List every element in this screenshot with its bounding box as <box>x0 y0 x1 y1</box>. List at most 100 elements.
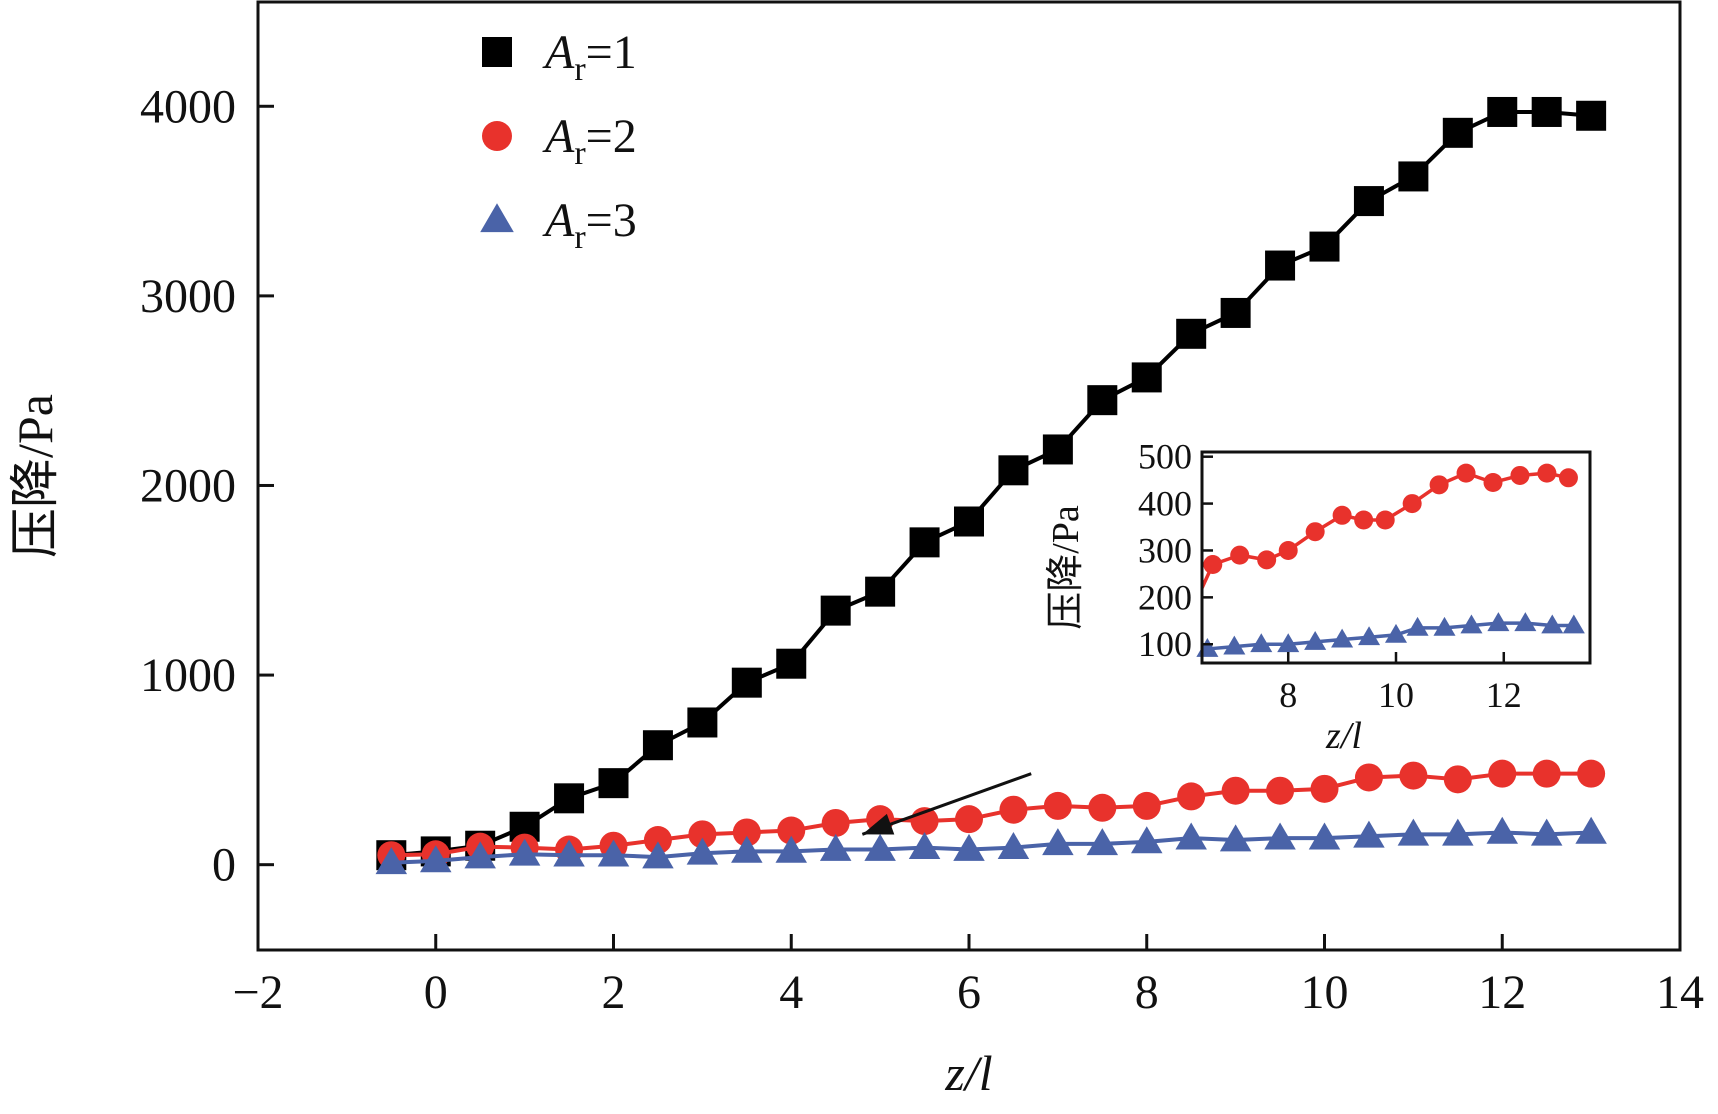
data-point-square <box>1087 385 1118 416</box>
data-point-circle <box>1443 765 1472 794</box>
main-y-axis: 0 1000 2000 3000 4000 <box>140 80 274 892</box>
inset-data-point-triangle <box>1460 614 1483 634</box>
data-point-triangle <box>1264 822 1296 850</box>
inset-y-axis-title: 压降/Pa <box>1045 505 1087 630</box>
data-point-square <box>1042 434 1073 465</box>
data-point-circle <box>1310 774 1339 803</box>
data-point-circle <box>821 808 850 837</box>
inset-data-point-circle <box>1332 505 1352 525</box>
data-point-square <box>554 783 585 814</box>
x-tick-label: 10 <box>1301 966 1349 1019</box>
inset-series-line-1 <box>1202 471 1569 589</box>
data-point-square <box>1309 231 1340 262</box>
data-point-triangle <box>1131 826 1163 854</box>
y-tick-label: 2000 <box>140 459 236 512</box>
data-point-triangle <box>1575 816 1607 844</box>
inset-data-point-triangle <box>1331 628 1354 648</box>
inset-data-point-triangle <box>1384 623 1408 643</box>
inset-x-tick-label: 12 <box>1486 675 1522 715</box>
y-tick-label: 4000 <box>140 80 236 133</box>
x-tick-label: 14 <box>1656 966 1704 1019</box>
data-point-triangle <box>420 845 452 873</box>
data-point-circle <box>1088 793 1117 822</box>
data-point-circle <box>1488 759 1517 788</box>
inset-data-point-triangle <box>1250 633 1273 653</box>
data-point-square <box>687 707 718 738</box>
data-point-triangle <box>597 839 630 867</box>
inset-data-point-triangle <box>1541 614 1564 634</box>
data-point-triangle <box>775 835 807 863</box>
data-point-triangle <box>553 839 585 867</box>
data-point-square <box>820 595 851 626</box>
data-point-circle <box>1532 759 1561 788</box>
data-point-circle <box>732 818 761 847</box>
data-point-square <box>1265 250 1296 281</box>
inset-data-point-circle <box>1230 545 1250 565</box>
annotation-arrow <box>861 772 1032 836</box>
data-point-triangle <box>1219 824 1252 852</box>
data-point-triangle <box>731 835 763 863</box>
inset-data-point-triangle <box>1514 612 1537 632</box>
inset-data-point-circle <box>1483 472 1503 492</box>
data-point-square <box>909 527 940 558</box>
inset-x-tick-label: 10 <box>1378 675 1414 715</box>
data-point-triangle <box>464 841 496 869</box>
legend: Ar=1 Ar=2 Ar=3 <box>480 26 637 256</box>
inset-y-axis: 100 200 300 400 500 <box>1138 437 1213 664</box>
data-point-square <box>1531 96 1562 127</box>
data-point-circle <box>955 805 983 834</box>
main-x-axis: −2 0 2 4 6 8 10 12 14 <box>232 934 1704 1019</box>
inset-data-point-triangle <box>1277 633 1300 653</box>
inset-plot: 8 10 12 100 200 300 400 500 z/l 压降/Pa <box>1045 437 1592 757</box>
data-point-circle <box>1577 759 1606 788</box>
data-point-square <box>1176 318 1207 349</box>
data-point-triangle <box>1442 818 1474 846</box>
data-point-triangle <box>642 841 674 869</box>
inset-data-point-triangle <box>1433 616 1456 636</box>
data-point-square <box>1131 362 1162 393</box>
legend-label-3: Ar=3 <box>542 194 637 256</box>
inset-data-point-circle <box>1402 494 1422 514</box>
inset-data-point-circle <box>1257 550 1277 570</box>
legend-marker-circle <box>482 121 512 151</box>
data-point-circle <box>1043 791 1072 820</box>
data-point-triangle <box>1086 828 1119 856</box>
inset-data-point-circle <box>1354 510 1374 530</box>
data-point-circle <box>1399 761 1428 790</box>
legend-marker-triangle <box>480 203 514 233</box>
inset-series-line-2 <box>1202 621 1574 653</box>
data-point-square <box>998 455 1029 486</box>
data-point-triangle <box>1397 818 1430 846</box>
inset-y-tick-label: 500 <box>1138 437 1192 477</box>
inset-data-point-triangle <box>1223 635 1246 655</box>
arrow-head <box>862 813 895 835</box>
data-point-square <box>1442 117 1473 148</box>
data-point-square <box>731 667 762 698</box>
inset-x-axis: 8 10 12 <box>1279 652 1522 715</box>
data-point-square <box>865 576 896 607</box>
data-point-triangle <box>508 838 541 866</box>
inset-data-point-triangle <box>1304 630 1327 650</box>
data-point-triangle <box>953 833 985 861</box>
inset-data-point-circle <box>1278 540 1298 560</box>
data-point-square <box>1487 96 1518 127</box>
x-tick-label: 8 <box>1135 966 1159 1019</box>
inset-data-point-triangle <box>1562 614 1585 634</box>
inset-data-point-circle <box>1558 468 1578 488</box>
data-point-triangle <box>997 831 1030 859</box>
data-point-triangle <box>819 833 852 861</box>
y-tick-label: 0 <box>212 839 236 892</box>
inset-data-point-circle <box>1537 463 1557 483</box>
data-point-circle <box>1177 782 1206 811</box>
series-line-1 <box>391 109 1592 858</box>
inset-data-point-circle <box>1429 475 1449 495</box>
data-point-triangle <box>686 837 719 865</box>
y-tick-label: 3000 <box>140 270 236 323</box>
inset-series-group <box>1196 463 1585 657</box>
data-point-circle <box>1266 776 1295 805</box>
data-point-circle <box>1132 791 1161 820</box>
data-point-square <box>1353 186 1384 217</box>
inset-data-point-circle <box>1510 465 1530 485</box>
main-plot: −2 0 2 4 6 8 10 12 14 0 1000 2000 3000 4000 z/l 压降/P… <box>7 0 1704 1101</box>
